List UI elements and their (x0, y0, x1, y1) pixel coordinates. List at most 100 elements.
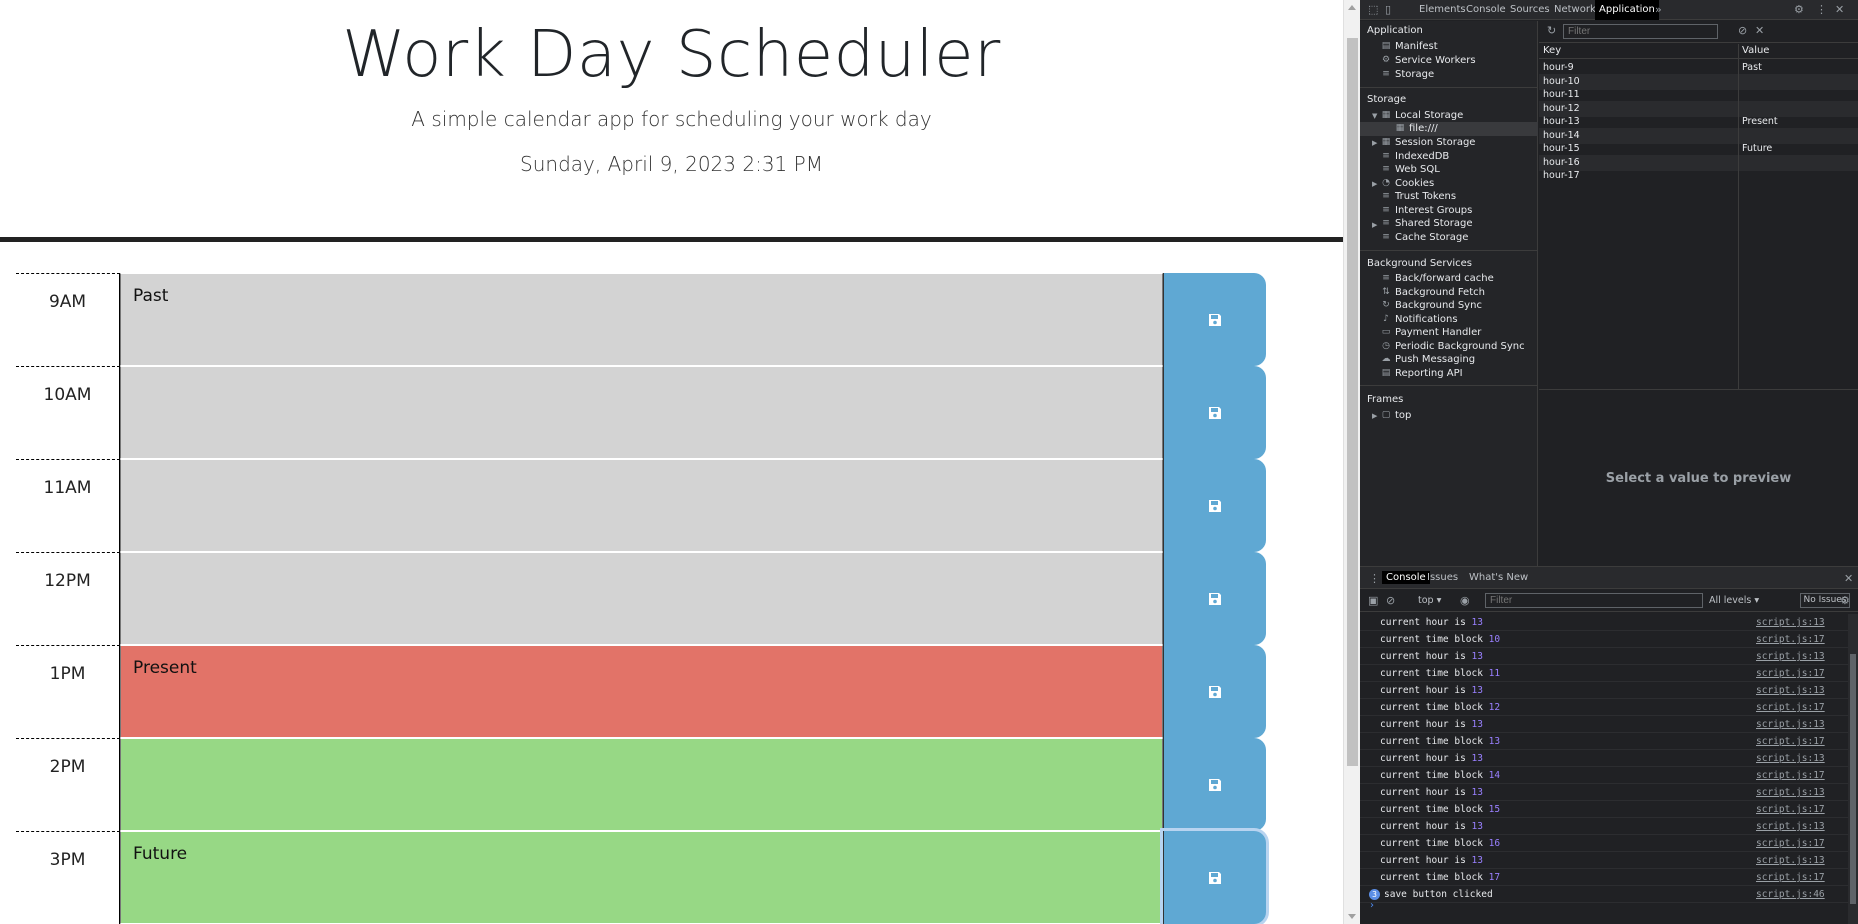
log-source-link[interactable]: script.js:17 (1756, 702, 1825, 713)
save-button[interactable] (1163, 645, 1266, 738)
save-button[interactable] (1163, 459, 1266, 552)
scrollbar-thumb[interactable] (1347, 38, 1358, 766)
sidebar-item-back-forward-cache[interactable]: ≡ Back/forward cache (1382, 273, 1494, 284)
save-button[interactable] (1163, 831, 1266, 924)
scroll-up-arrow-icon[interactable] (1348, 5, 1356, 10)
sidebar-toggle-icon[interactable]: ▣ (1368, 594, 1379, 607)
save-button[interactable] (1163, 273, 1266, 366)
sidebar-item-web-sql[interactable]: ≡ Web SQL (1382, 164, 1440, 175)
sidebar-item-background-fetch[interactable]: ⇅ Background Fetch (1382, 287, 1485, 298)
sidebar-item-indexeddb[interactable]: ≡ IndexedDB (1382, 151, 1450, 162)
context-selector[interactable]: top ▾ (1418, 595, 1442, 606)
sidebar-item-manifest[interactable]: ▤ Manifest (1381, 41, 1438, 52)
issues-badge[interactable]: No Issues (1800, 593, 1850, 608)
storage-table-row[interactable]: hour-10 (1539, 73, 1858, 90)
log-source-link[interactable]: script.js:17 (1756, 872, 1825, 883)
console-scrollbar-thumb[interactable] (1850, 654, 1856, 904)
sidebar-item-periodic-background-sync[interactable]: ◷ Periodic Background Sync (1382, 341, 1525, 352)
storage-table-row[interactable]: hour-14 (1539, 127, 1858, 144)
sidebar-item-cookies[interactable]: ◔ Cookies (1382, 178, 1435, 189)
console-prompt[interactable]: › (1370, 900, 1374, 911)
log-source-link[interactable]: script.js:17 (1756, 804, 1825, 815)
log-source-link[interactable]: script.js:17 (1756, 634, 1825, 645)
value-column-header[interactable]: Value (1742, 45, 1770, 56)
sidebar-item-service-workers[interactable]: ⚙ Service Workers (1381, 55, 1476, 66)
eye-icon[interactable]: ◉ (1460, 594, 1470, 607)
sidebar-item-file-origin[interactable]: ▦ file:/// (1395, 123, 1438, 134)
sidebar-item-background-sync[interactable]: ↻ Background Sync (1382, 300, 1482, 311)
event-description-input[interactable]: Future (120, 831, 1163, 924)
save-button[interactable] (1163, 552, 1266, 645)
collapse-arrow-icon[interactable]: ▶ (1372, 412, 1378, 420)
storage-table-row[interactable]: hour-11 (1539, 87, 1858, 103)
storage-table-row[interactable]: hour-16 (1539, 154, 1858, 171)
sidebar-item-local-storage[interactable]: ▦ Local Storage (1381, 110, 1464, 121)
event-description-input[interactable] (120, 552, 1163, 645)
key-column-header[interactable]: Key (1543, 45, 1562, 56)
log-source-link[interactable]: script.js:17 (1756, 838, 1825, 849)
log-source-link[interactable]: script.js:46 (1756, 889, 1825, 900)
sidebar-item-cache-storage[interactable]: ≡ Cache Storage (1382, 232, 1469, 243)
more-tabs-icon[interactable]: » (1655, 3, 1662, 16)
refresh-icon[interactable]: ↻ (1547, 24, 1557, 37)
storage-table-row[interactable]: hour-9 Past (1539, 60, 1858, 76)
storage-table-row[interactable]: hour-12 (1539, 100, 1858, 117)
log-source-link[interactable]: script.js:17 (1756, 770, 1825, 781)
scroll-down-arrow-icon[interactable] (1348, 914, 1356, 919)
storage-table-row[interactable]: hour-15 Future (1539, 141, 1858, 157)
storage-table-row[interactable]: hour-17 (1539, 168, 1858, 184)
collapse-arrow-icon[interactable]: ▶ (1372, 139, 1378, 147)
sidebar-item-payment-handler[interactable]: ▭ Payment Handler (1381, 327, 1482, 338)
close-drawer-icon[interactable]: ✕ (1844, 572, 1854, 585)
event-description-input[interactable]: Present (120, 645, 1163, 738)
sidebar-item-interest-groups[interactable]: ≡ Interest Groups (1382, 205, 1473, 216)
clear-console-icon[interactable]: ⊘ (1386, 594, 1396, 607)
event-description-input[interactable]: Past (120, 273, 1163, 366)
drawer-tab-whats-new[interactable]: What's New (1469, 572, 1529, 583)
log-source-link[interactable]: script.js:13 (1756, 617, 1825, 628)
page-scrollbar[interactable] (1343, 0, 1360, 924)
event-description-input[interactable] (120, 459, 1163, 552)
collapse-arrow-icon[interactable]: ▶ (1372, 180, 1378, 188)
clear-all-icon[interactable]: ⊘ (1738, 24, 1748, 37)
tab-sources[interactable]: Sources (1510, 4, 1550, 15)
console-filter-input[interactable] (1485, 593, 1703, 608)
tab-elements[interactable]: Elements (1419, 4, 1466, 15)
inspect-element-icon[interactable]: ⬚ (1368, 3, 1379, 16)
log-source-link[interactable]: script.js:13 (1756, 685, 1825, 696)
delete-selected-icon[interactable]: ✕ (1755, 24, 1765, 37)
sidebar-item-trust-tokens[interactable]: ≡ Trust Tokens (1382, 191, 1457, 202)
sidebar-item-frame-top[interactable]: ▢ top (1381, 410, 1412, 421)
log-source-link[interactable]: script.js:17 (1756, 668, 1825, 679)
device-toolbar-icon[interactable]: ▯ (1385, 3, 1392, 16)
log-source-link[interactable]: script.js:17 (1756, 736, 1825, 747)
log-source-link[interactable]: script.js:13 (1756, 719, 1825, 730)
drawer-menu-icon[interactable]: ⋮ (1369, 572, 1380, 585)
drawer-tab-console[interactable]: Console (1382, 571, 1430, 584)
event-description-input[interactable] (120, 738, 1163, 831)
tab-network[interactable]: Network (1554, 4, 1596, 15)
log-source-link[interactable]: script.js:13 (1756, 855, 1825, 866)
console-scrollbar[interactable] (1848, 614, 1858, 924)
save-button[interactable] (1163, 738, 1266, 831)
sidebar-item-storage[interactable]: ≡ Storage (1382, 69, 1435, 80)
more-options-icon[interactable]: ⋮ (1816, 3, 1827, 16)
sidebar-item-notifications[interactable]: ♪ Notifications (1383, 314, 1457, 325)
collapse-arrow-icon[interactable]: ▶ (1372, 221, 1378, 229)
sidebar-item-shared-storage[interactable]: ≡ Shared Storage (1382, 218, 1473, 229)
log-source-link[interactable]: script.js:13 (1756, 821, 1825, 832)
storage-table-row[interactable]: hour-13 Present (1539, 114, 1858, 130)
log-source-link[interactable]: script.js:13 (1756, 787, 1825, 798)
settings-gear-icon[interactable]: ⚙ (1794, 3, 1804, 16)
expand-arrow-icon[interactable]: ▼ (1372, 112, 1378, 120)
save-button[interactable] (1163, 366, 1266, 459)
event-description-input[interactable] (120, 366, 1163, 459)
sidebar-item-push-messaging[interactable]: ☁ Push Messaging (1381, 354, 1476, 365)
log-source-link[interactable]: script.js:13 (1756, 753, 1825, 764)
sidebar-item-session-storage[interactable]: ▦ Session Storage (1381, 137, 1476, 148)
close-devtools-icon[interactable]: ✕ (1835, 3, 1845, 16)
drawer-tab-issues[interactable]: Issues (1427, 572, 1459, 583)
sidebar-item-reporting-api[interactable]: ▤ Reporting API (1381, 368, 1463, 379)
tab-console[interactable]: Console (1466, 4, 1506, 15)
storage-filter-input[interactable] (1563, 24, 1718, 39)
